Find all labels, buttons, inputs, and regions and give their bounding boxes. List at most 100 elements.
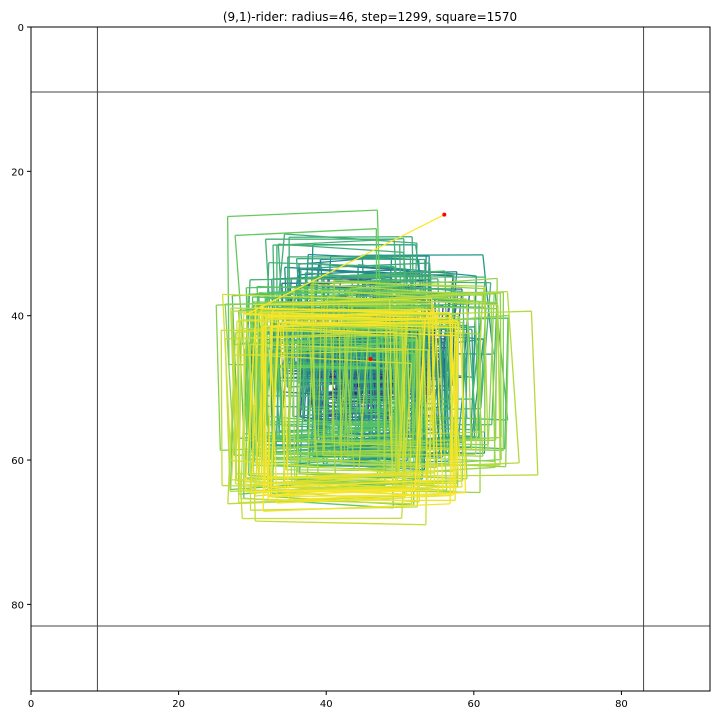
path-segment <box>358 462 520 471</box>
path-segment <box>369 307 372 443</box>
path-segment <box>348 304 498 310</box>
path-segment <box>425 309 432 478</box>
path-segment <box>264 317 267 495</box>
path-segment <box>267 312 273 497</box>
path-segment <box>238 495 403 504</box>
path-segment <box>246 313 426 320</box>
path-segment <box>215 305 221 451</box>
path-segment <box>277 317 458 321</box>
path-segment <box>497 304 501 466</box>
path-segment <box>221 294 232 461</box>
path-segment <box>444 350 450 462</box>
start-marker <box>368 357 373 361</box>
x-tick-label: 40 <box>320 699 333 710</box>
path-segment <box>256 307 436 315</box>
path-segment <box>269 322 280 488</box>
y-tick-label: 40 <box>11 312 24 323</box>
path-segment <box>230 319 242 480</box>
y-tick-label: 60 <box>11 456 24 467</box>
path-segment <box>310 283 483 296</box>
path-segment <box>332 439 496 444</box>
x-tick-label: 0 <box>28 699 34 710</box>
path-segment <box>285 321 293 484</box>
path-segment <box>265 301 269 441</box>
path-segment <box>288 491 466 501</box>
path-segment <box>282 321 290 500</box>
path-segment <box>268 494 454 498</box>
path-segment <box>431 322 440 496</box>
path-segment <box>255 520 426 526</box>
y-tick-label: 20 <box>11 167 24 178</box>
path-segment <box>271 312 453 319</box>
chart-title: (9,1)-rider: radius=46, step=1299, squar… <box>223 10 517 24</box>
path-segment <box>244 310 254 460</box>
path-segment <box>254 304 258 485</box>
path-segment <box>288 457 449 466</box>
path-segment <box>222 293 390 301</box>
path-segment <box>274 376 385 381</box>
path-segment <box>270 478 459 489</box>
path-segment <box>224 304 235 456</box>
path-segment <box>491 303 498 425</box>
path-segment <box>276 237 404 246</box>
path-segment <box>268 261 395 268</box>
path-segment <box>245 214 445 316</box>
path-segment <box>398 311 409 473</box>
path-segment <box>505 315 510 467</box>
path-segment <box>243 302 254 441</box>
path-segment <box>226 216 230 365</box>
path-segment <box>427 313 432 484</box>
rider-path-layer <box>215 209 539 526</box>
path-segment <box>315 273 454 277</box>
path-segment <box>220 330 223 486</box>
y-tick-label: 0 <box>18 23 24 34</box>
path-segment <box>250 343 429 351</box>
path-segment <box>504 318 509 449</box>
path-segment <box>490 302 496 468</box>
y-axis: 0 20 40 60 80 <box>11 23 31 611</box>
x-tick-label: 60 <box>467 699 480 710</box>
x-tick-label: 80 <box>615 699 628 710</box>
path-segment <box>449 317 455 495</box>
path-segment <box>494 278 498 441</box>
path-segment <box>293 288 467 300</box>
path-segment <box>261 303 433 306</box>
endpoint-markers <box>368 212 447 361</box>
path-segment <box>283 321 456 325</box>
path-segment <box>474 295 484 455</box>
y-tick-label: 80 <box>11 600 24 611</box>
boundary-lines <box>31 27 710 691</box>
path-segment <box>530 311 539 475</box>
path-segment <box>296 258 425 261</box>
plot-frame <box>30 26 711 692</box>
path-segment <box>276 494 451 504</box>
path-segment <box>437 325 448 491</box>
path-segment <box>240 338 247 499</box>
path-segment <box>244 307 257 492</box>
path-segment <box>279 326 286 492</box>
path-segment <box>338 300 343 465</box>
path-segment <box>401 320 407 495</box>
path-segment <box>250 312 260 493</box>
path-segment <box>448 312 460 480</box>
x-tick-label: 20 <box>172 699 185 710</box>
path-segment <box>454 335 458 501</box>
path-segment <box>449 323 457 504</box>
path-segment <box>242 313 246 482</box>
path-segment <box>270 496 414 506</box>
path-segment <box>414 319 426 490</box>
path-segment <box>410 302 418 457</box>
path-segment <box>235 228 377 237</box>
path-segment <box>245 366 392 370</box>
path-segment <box>306 326 314 483</box>
path-segment <box>331 280 335 443</box>
path-segment <box>263 503 450 512</box>
path-segment <box>388 299 394 476</box>
x-axis: 0 20 40 60 80 <box>28 691 628 710</box>
path-segment <box>246 284 392 289</box>
path-segment <box>349 277 498 290</box>
path-segment <box>499 292 502 438</box>
path-segment <box>369 310 532 317</box>
path-segment <box>358 315 371 470</box>
